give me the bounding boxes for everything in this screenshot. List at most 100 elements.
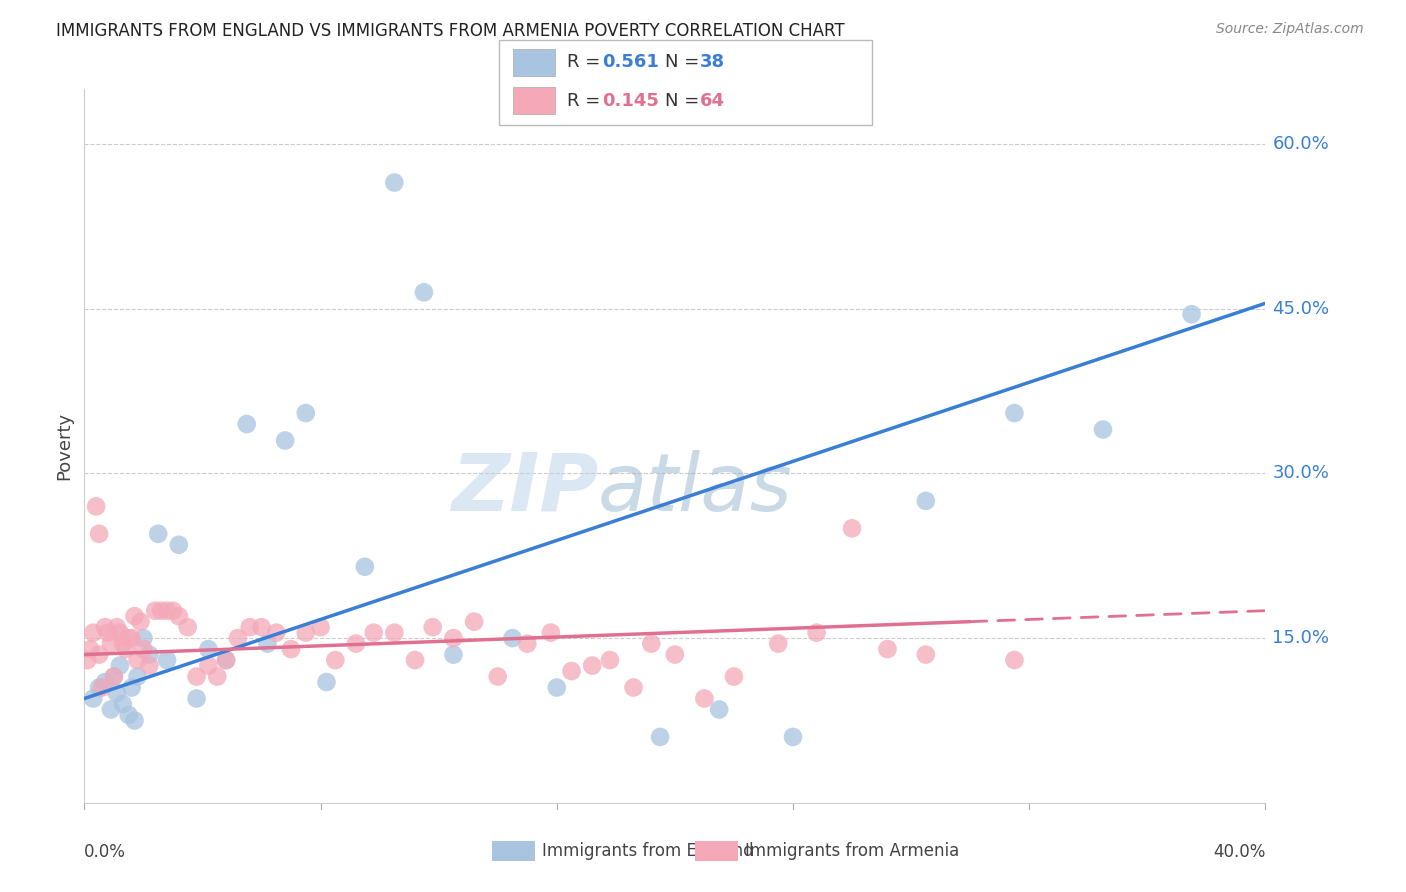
Text: 15.0%: 15.0% <box>1272 629 1330 647</box>
Point <box>124 609 146 624</box>
Text: 38: 38 <box>700 54 725 71</box>
Point <box>129 615 152 629</box>
Point <box>501 631 523 645</box>
Point <box>84 500 107 514</box>
Point <box>516 637 538 651</box>
Point <box>138 658 160 673</box>
Point <box>226 631 249 645</box>
Point <box>256 637 278 651</box>
Point <box>215 653 238 667</box>
Point <box>156 604 179 618</box>
Text: 64: 64 <box>700 92 725 110</box>
Point <box>103 669 125 683</box>
Point <box>1091 423 1114 437</box>
Y-axis label: Poverty: Poverty <box>55 412 73 480</box>
Point <box>664 648 686 662</box>
Point <box>111 637 134 651</box>
Point <box>841 521 863 535</box>
Point <box>79 642 101 657</box>
Text: 30.0%: 30.0% <box>1272 465 1329 483</box>
Point <box>295 406 318 420</box>
Text: 0.0%: 0.0% <box>84 843 127 861</box>
Point <box>138 648 160 662</box>
Point <box>768 637 790 651</box>
Point <box>177 620 200 634</box>
Point <box>382 625 406 640</box>
Point <box>87 526 111 541</box>
Point <box>167 538 190 552</box>
Text: R =: R = <box>567 54 606 71</box>
Point <box>382 176 406 190</box>
Text: atlas: atlas <box>598 450 793 528</box>
Point <box>540 625 562 640</box>
Point <box>103 669 125 683</box>
Point <box>239 620 262 634</box>
Point <box>111 697 134 711</box>
Point <box>235 417 259 431</box>
Point <box>215 653 238 667</box>
Point <box>150 604 173 618</box>
Point <box>100 702 122 716</box>
Point <box>143 604 166 618</box>
Point <box>806 625 828 640</box>
Point <box>404 653 426 667</box>
Text: 0.561: 0.561 <box>602 54 658 71</box>
Point <box>197 642 219 657</box>
Point <box>118 708 141 723</box>
Point <box>344 637 367 651</box>
Point <box>1180 307 1202 321</box>
Point <box>127 669 149 683</box>
Point <box>581 658 603 673</box>
Point <box>121 631 143 645</box>
Point <box>87 648 111 662</box>
Point <box>354 559 377 574</box>
Point <box>914 648 936 662</box>
Point <box>108 658 131 673</box>
Text: 60.0%: 60.0% <box>1272 135 1329 153</box>
Point <box>422 620 444 634</box>
Point <box>413 285 436 300</box>
Point <box>1004 406 1026 420</box>
Point <box>274 434 297 448</box>
Point <box>108 625 131 640</box>
Point <box>323 653 347 667</box>
Point <box>132 642 155 657</box>
Point <box>94 675 117 690</box>
Point <box>114 642 136 657</box>
Point <box>264 625 288 640</box>
Point <box>876 642 898 657</box>
Point <box>315 675 337 690</box>
Point <box>309 620 332 634</box>
Point <box>295 625 318 640</box>
Point <box>441 648 464 662</box>
Point <box>162 604 184 618</box>
Point <box>100 637 122 651</box>
Point <box>97 625 120 640</box>
Point <box>186 691 208 706</box>
Point <box>124 714 146 728</box>
Text: Source: ZipAtlas.com: Source: ZipAtlas.com <box>1216 22 1364 37</box>
Point <box>105 620 128 634</box>
Point <box>1004 653 1026 667</box>
Point <box>94 620 117 634</box>
Point <box>127 653 149 667</box>
Point <box>156 653 179 667</box>
Point <box>205 669 228 683</box>
Point <box>709 702 731 716</box>
Point <box>250 620 273 634</box>
Point <box>186 669 208 683</box>
Point <box>82 625 104 640</box>
Point <box>280 642 302 657</box>
Text: R =: R = <box>567 92 606 110</box>
Point <box>441 631 464 645</box>
Point <box>648 730 672 744</box>
Text: Immigrants from England: Immigrants from England <box>543 842 754 860</box>
Text: ZIP: ZIP <box>451 450 598 528</box>
Text: IMMIGRANTS FROM ENGLAND VS IMMIGRANTS FROM ARMENIA POVERTY CORRELATION CHART: IMMIGRANTS FROM ENGLAND VS IMMIGRANTS FR… <box>56 22 845 40</box>
Point <box>486 669 509 683</box>
Point <box>132 631 155 645</box>
Point <box>782 730 804 744</box>
Point <box>599 653 621 667</box>
Text: 0.145: 0.145 <box>602 92 658 110</box>
Point <box>105 686 128 700</box>
